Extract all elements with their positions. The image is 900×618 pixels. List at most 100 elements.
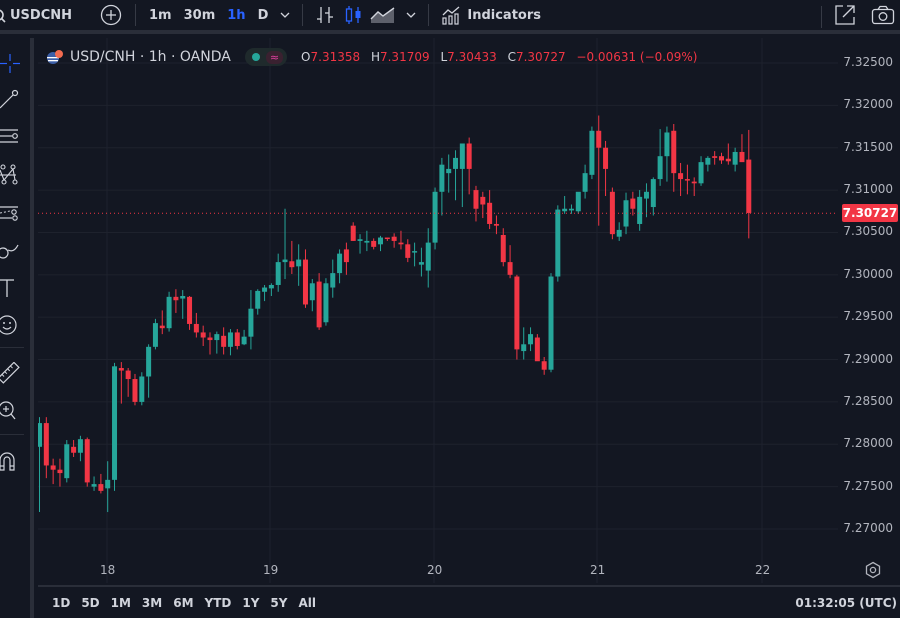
divider [0,347,24,348]
candle [132,373,138,406]
candle [371,238,377,250]
us-flag-icon [47,50,63,64]
chart-pane[interactable] [37,38,838,583]
symbol-search[interactable]: USDCNH [0,0,72,30]
candle [739,134,745,163]
candle [200,325,206,346]
candle [555,205,561,282]
interval-1h[interactable]: 1h [227,7,246,23]
candle [391,233,397,248]
candle [439,157,445,216]
search-icon [0,9,6,23]
candle [77,435,83,462]
candle [732,147,738,172]
candle [118,362,124,404]
range-button-1m[interactable]: 1M [110,595,131,610]
price-tick-label: 7.30500 [843,224,893,239]
candle [698,156,704,186]
horizontal-lines-icon[interactable] [0,126,22,148]
data-delayed-icon: ≈ [265,50,284,64]
compare-symbol-button[interactable] [100,0,122,30]
candle [193,312,199,338]
price-axis[interactable]: 7.32500 7.32000 7.31500 7.31000 7.30500 7.300… [838,38,900,583]
range-button-ytd[interactable]: YTD [204,595,232,610]
range-button-all[interactable]: All [298,595,316,610]
emoji-icon[interactable] [0,314,22,336]
range-button-1y[interactable]: 1Y [242,595,260,610]
candle [241,329,247,346]
candle [330,259,336,298]
screenshot-button[interactable] [871,0,895,30]
candle [650,177,656,216]
candle [589,126,595,180]
time-tick-label: 22 [755,563,771,577]
candles-style-button[interactable] [344,0,362,30]
candle [357,234,363,254]
candle [466,137,472,195]
candlestick-chart[interactable] [37,38,838,583]
indicators-button[interactable]: Indicators [441,0,541,30]
candle [405,239,411,263]
interval-1m[interactable]: 1m [149,7,172,23]
candle [664,126,670,182]
candle [671,124,677,192]
candle [643,183,649,218]
bottom-toolbar: 1D 5D 1M 3M 6M YTD 1Y 5Y All 01:32:05 (UTC) [38,585,900,618]
crosshair-icon[interactable] [0,53,22,75]
range-button-6m[interactable]: 6M [173,595,194,610]
candle [398,230,404,250]
divider [821,6,822,28]
range-button-5y[interactable]: 5Y [270,595,288,610]
price-tick-label: 7.29000 [843,351,893,366]
range-button-1d[interactable]: 1D [52,595,71,610]
text-icon[interactable] [0,277,22,299]
interval-30m[interactable]: 30m [183,7,216,23]
ruler-icon[interactable] [0,362,22,384]
area-style-button[interactable] [370,0,396,30]
utc-clock[interactable]: 01:32:05 (UTC) [795,595,897,610]
chart-settings-icon[interactable] [864,561,882,579]
range-button-5d[interactable]: 5D [81,595,100,610]
candle [43,417,49,479]
candle [521,327,527,360]
chart-type-dropdown[interactable] [406,0,416,30]
divider [428,4,430,26]
high-label: H [370,50,380,64]
interval-dropdown[interactable] [280,0,290,30]
candle [705,156,711,172]
brush-icon[interactable] [0,239,22,261]
pattern-icon[interactable] [0,164,22,186]
open-in-new-window-button[interactable] [834,0,856,30]
candle [719,152,724,164]
candle [316,273,322,330]
interval-D[interactable]: D [257,7,269,23]
fib-channel-icon[interactable] [0,202,22,224]
candle [603,140,609,197]
market-status-pill[interactable]: ≈ [244,48,288,66]
candle [446,154,452,193]
magnet-icon[interactable] [0,450,22,472]
candle [541,357,547,375]
candle [180,290,186,319]
candle [350,222,356,241]
candle [493,215,499,235]
candle [548,273,554,373]
candle [309,279,315,312]
candle [678,162,684,197]
candle [459,143,465,208]
candle [657,129,663,186]
candle [473,185,479,222]
legend-symbol-title[interactable]: USD/CNH · 1h · OANDA [70,49,231,65]
trend-line-icon[interactable] [0,88,22,110]
candle [418,247,424,277]
bar-style-icon [317,7,334,23]
candle [582,164,588,199]
high-value: 7.31709 [379,50,430,64]
ohlc-values: O7.31358 H7.31709 L7.30433 C7.30727 −0.0… [301,50,704,64]
candle [152,318,158,350]
range-button-3m[interactable]: 3M [141,595,163,610]
candle [37,417,42,513]
candle [691,177,697,197]
zoom-in-icon[interactable] [0,401,22,423]
bar-style-button[interactable] [316,0,334,30]
